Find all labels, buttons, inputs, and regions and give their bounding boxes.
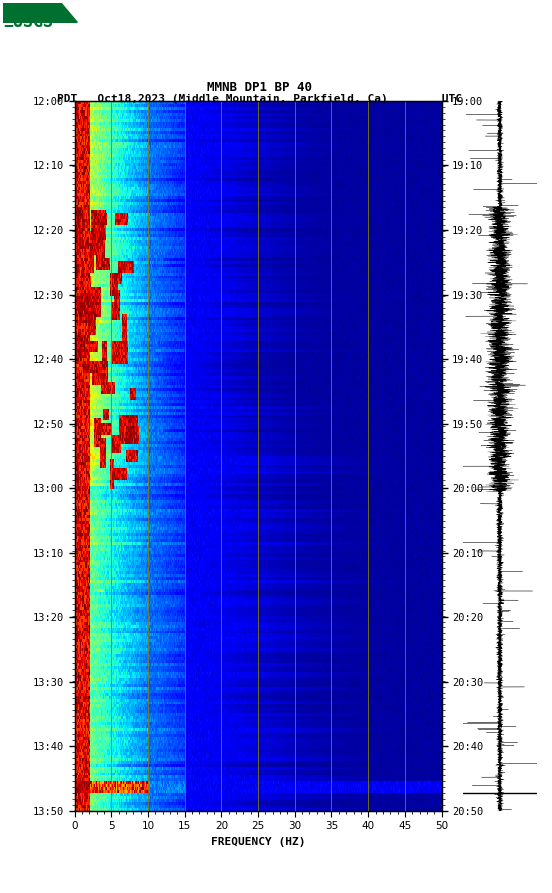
Text: ≡USGS: ≡USGS bbox=[3, 13, 53, 31]
Text: PDT   Oct18,2023 (Middle Mountain, Parkfield, Ca)        UTC: PDT Oct18,2023 (Middle Mountain, Parkfie… bbox=[57, 94, 462, 104]
FancyArrow shape bbox=[0, 0, 77, 22]
Text: MMNB DP1 BP 40: MMNB DP1 BP 40 bbox=[207, 80, 312, 94]
X-axis label: FREQUENCY (HZ): FREQUENCY (HZ) bbox=[211, 837, 305, 847]
